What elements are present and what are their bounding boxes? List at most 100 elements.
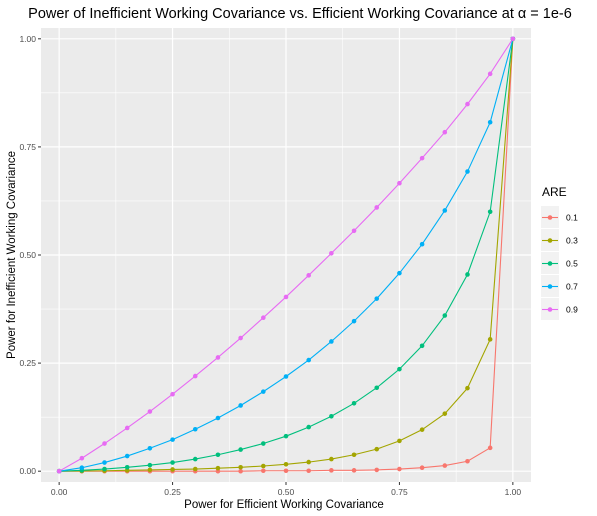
data-point-0.3 [351,452,357,458]
data-point-0.3 [374,446,380,452]
x-axis-label: Power for Efficient Working Covariance [184,499,384,511]
data-point-0.7 [170,437,175,442]
data-point-0.7 [374,296,380,301]
data-point-0.3 [465,385,470,391]
data-point-0.1 [238,468,243,474]
y-axis: 0.00 0.25 0.50 0.75 1.00 [19,34,41,476]
legend-label-0.5: 0.5 [566,259,578,269]
data-point-0.9 [147,409,153,414]
data-point-0.9 [170,391,175,397]
data-point-0.1 [487,445,493,451]
data-point-0.9 [215,355,221,360]
legend-key-point-0.1 [547,215,553,220]
data-point-0.5 [215,452,221,458]
data-point-0.5 [419,343,425,349]
data-point-0.1 [397,466,402,472]
data-point-0.7 [102,460,107,465]
data-point-0.7 [419,241,425,247]
data-point-0.3 [306,459,311,465]
data-point-0.3 [192,466,198,472]
data-point-0.5 [147,462,153,468]
legend-label-0.1: 0.1 [566,213,578,223]
data-point-0.5 [351,401,357,406]
data-point-0.9 [510,36,516,42]
y-axis-label: Power for Inefficient Working Covariance [6,151,18,359]
legend-key-point-0.3 [547,238,553,243]
data-point-0.9 [442,129,448,135]
data-point-0.7 [465,169,470,174]
data-point-0.3 [261,463,266,469]
data-point-0.3 [283,461,289,467]
data-point-0.5 [102,466,107,472]
data-point-0.9 [419,155,425,161]
data-point-0.7 [306,357,311,363]
data-point-0.7 [487,119,493,125]
chart-title: Power of Inefficient Working Covariance … [28,6,572,22]
legend-label-0.7: 0.7 [566,282,578,292]
y-tick-label: 0.75 [19,142,36,152]
data-point-0.5 [261,441,266,446]
x-tick-label: 0.00 [51,487,68,497]
x-axis: 0.00 0.25 0.50 0.75 1.00 [51,482,522,497]
data-point-0.7 [124,453,130,459]
data-point-0.3 [442,411,448,416]
data-point-0.7 [238,403,243,408]
y-tick-label: 0.25 [19,358,36,368]
data-point-0.5 [238,447,243,452]
x-tick-label: 1.00 [505,487,522,497]
data-point-0.9 [283,294,289,300]
data-point-0.9 [374,205,380,210]
data-point-0.9 [124,425,130,431]
data-point-0.3 [170,467,175,472]
data-point-0.5 [192,456,198,462]
data-point-0.5 [487,209,493,215]
data-point-0.9 [79,455,85,461]
data-point-0.5 [374,385,380,391]
data-point-0.7 [215,415,221,421]
legend-label-0.3: 0.3 [566,236,578,246]
legend-key-point-0.7 [547,284,553,289]
data-point-0.7 [351,318,357,324]
data-point-0.9 [56,468,62,474]
data-point-0.3 [329,456,334,462]
data-point-0.5 [283,433,289,439]
data-point-0.3 [238,464,243,470]
data-point-0.3 [215,465,221,471]
data-point-0.1 [351,468,357,473]
legend-label-0.9: 0.9 [566,305,578,315]
data-point-0.7 [442,208,448,213]
data-point-0.9 [102,441,107,446]
data-point-0.3 [397,438,402,444]
data-point-0.1 [306,468,311,474]
data-point-0.5 [306,424,311,430]
data-point-0.9 [465,101,470,107]
y-tick-label: 0.50 [19,250,36,260]
data-point-0.9 [238,335,243,341]
data-point-0.7 [79,465,85,471]
data-point-0.7 [192,426,198,432]
data-point-0.1 [465,458,470,464]
x-tick-label: 0.25 [164,487,181,497]
data-point-0.9 [397,180,402,186]
data-point-0.7 [329,339,334,344]
legend-key-point-0.5 [547,261,553,266]
data-point-0.1 [374,467,380,473]
legend: ARE 0.1 0.3 0.5 0.7 0.9 [541,185,578,320]
legend-key-point-0.9 [547,307,553,312]
data-point-0.9 [329,250,334,256]
data-point-0.7 [261,389,266,394]
data-point-0.1 [442,463,448,468]
data-point-0.1 [283,468,289,474]
x-tick-label: 0.75 [391,487,408,497]
data-point-0.1 [419,465,425,471]
x-tick-label: 0.50 [278,487,295,497]
data-point-0.7 [147,445,153,451]
data-point-0.3 [419,427,425,432]
data-point-0.5 [442,313,448,318]
data-point-0.9 [192,373,198,379]
y-tick-label: 0.00 [19,466,36,476]
data-point-0.1 [261,468,266,474]
data-point-0.5 [124,464,130,470]
data-point-0.7 [397,270,402,276]
